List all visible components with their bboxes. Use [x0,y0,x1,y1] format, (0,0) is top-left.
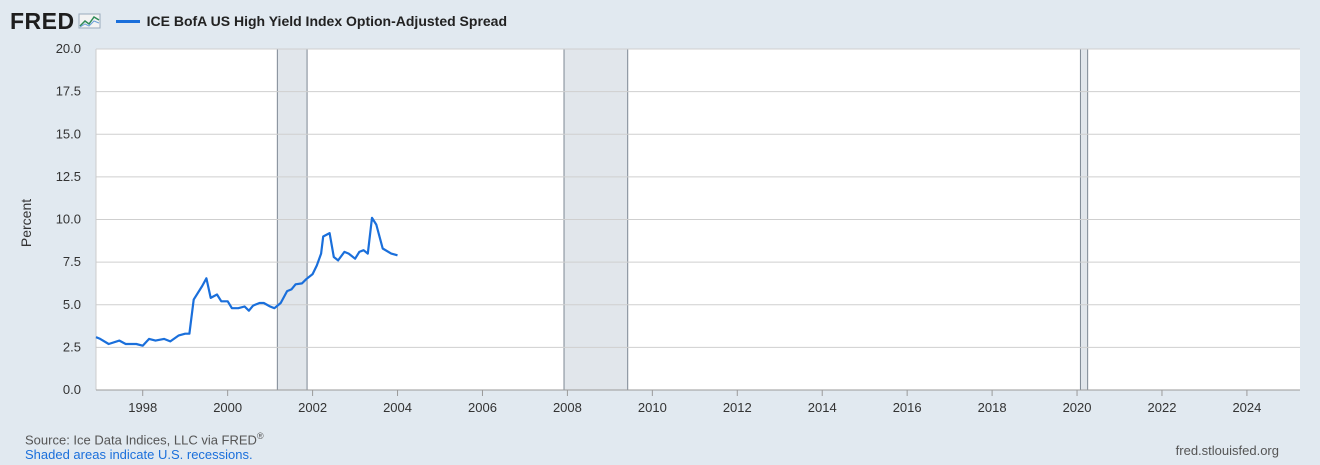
series-line-0 [95,216,398,347]
fred-logo-text: FRED [10,7,75,34]
registered-mark: ® [256,431,264,441]
x-tick-label: 2016 [893,400,922,415]
y-tick-label: 12.5 [56,169,81,184]
x-tick-label: 2004 [383,400,412,415]
x-tick-label: 2018 [978,400,1007,415]
y-tick-label: 10.0 [56,212,81,227]
x-tick-label: 2020 [1063,400,1092,415]
chart-trend-icon [78,13,101,29]
x-tick-label: 2014 [808,400,837,415]
source-text: Source: Ice Data Indices, LLC via FRED [25,432,257,448]
x-axis-ticks: 1998 2000 2002 2004 2006 2008 2010 2012 2014 2016… [128,390,1261,415]
y-tick-label: 17.5 [56,84,81,99]
x-tick-label: 2006 [468,400,497,415]
recession-note[interactable]: Shaded areas indicate U.S. recessions. [25,447,253,463]
legend-series-label[interactable]: ICE BofA US High Yield Index Option-Adju… [146,13,508,29]
x-tick-label: 2002 [298,400,327,415]
x-tick-label: 2008 [553,400,582,415]
legend-swatch [115,19,140,23]
x-tick-label: 2012 [723,400,752,415]
x-tick-label: 2010 [638,400,667,415]
chart-footer: Source: Ice Data Indices, LLC via FRED® … [25,429,264,462]
fred-logo[interactable]: FRED [10,8,102,35]
y-tick-label: 5.0 [63,297,81,312]
chart-header: FRED ICE BofA US High Yield Index Option… [10,6,507,36]
x-tick-label: 2022 [1148,400,1177,415]
x-tick-label: 1998 [128,400,157,415]
x-tick-label: 2000 [213,400,242,415]
site-link[interactable]: fred.stlouisfed.org [1175,443,1279,458]
chart-legend: ICE BofA US High Yield Index Option-Adju… [115,13,508,29]
y-tick-label: 2.5 [63,339,81,354]
y-tick-label: 15.0 [56,126,81,141]
series-layer [95,216,398,347]
grid-lines [95,48,1300,391]
source-note: Source: Ice Data Indices, LLC via FRED® [25,429,264,447]
x-tick-label: 2024 [1232,400,1261,415]
y-axis-ticks: 0.0 2.5 5.0 7.5 10.0 12.5 15.0 17.5 20.0 [56,41,81,397]
y-tick-label: 20.0 [56,41,81,56]
y-tick-label: 7.5 [63,254,81,269]
y-tick-label: 0.0 [63,382,81,397]
